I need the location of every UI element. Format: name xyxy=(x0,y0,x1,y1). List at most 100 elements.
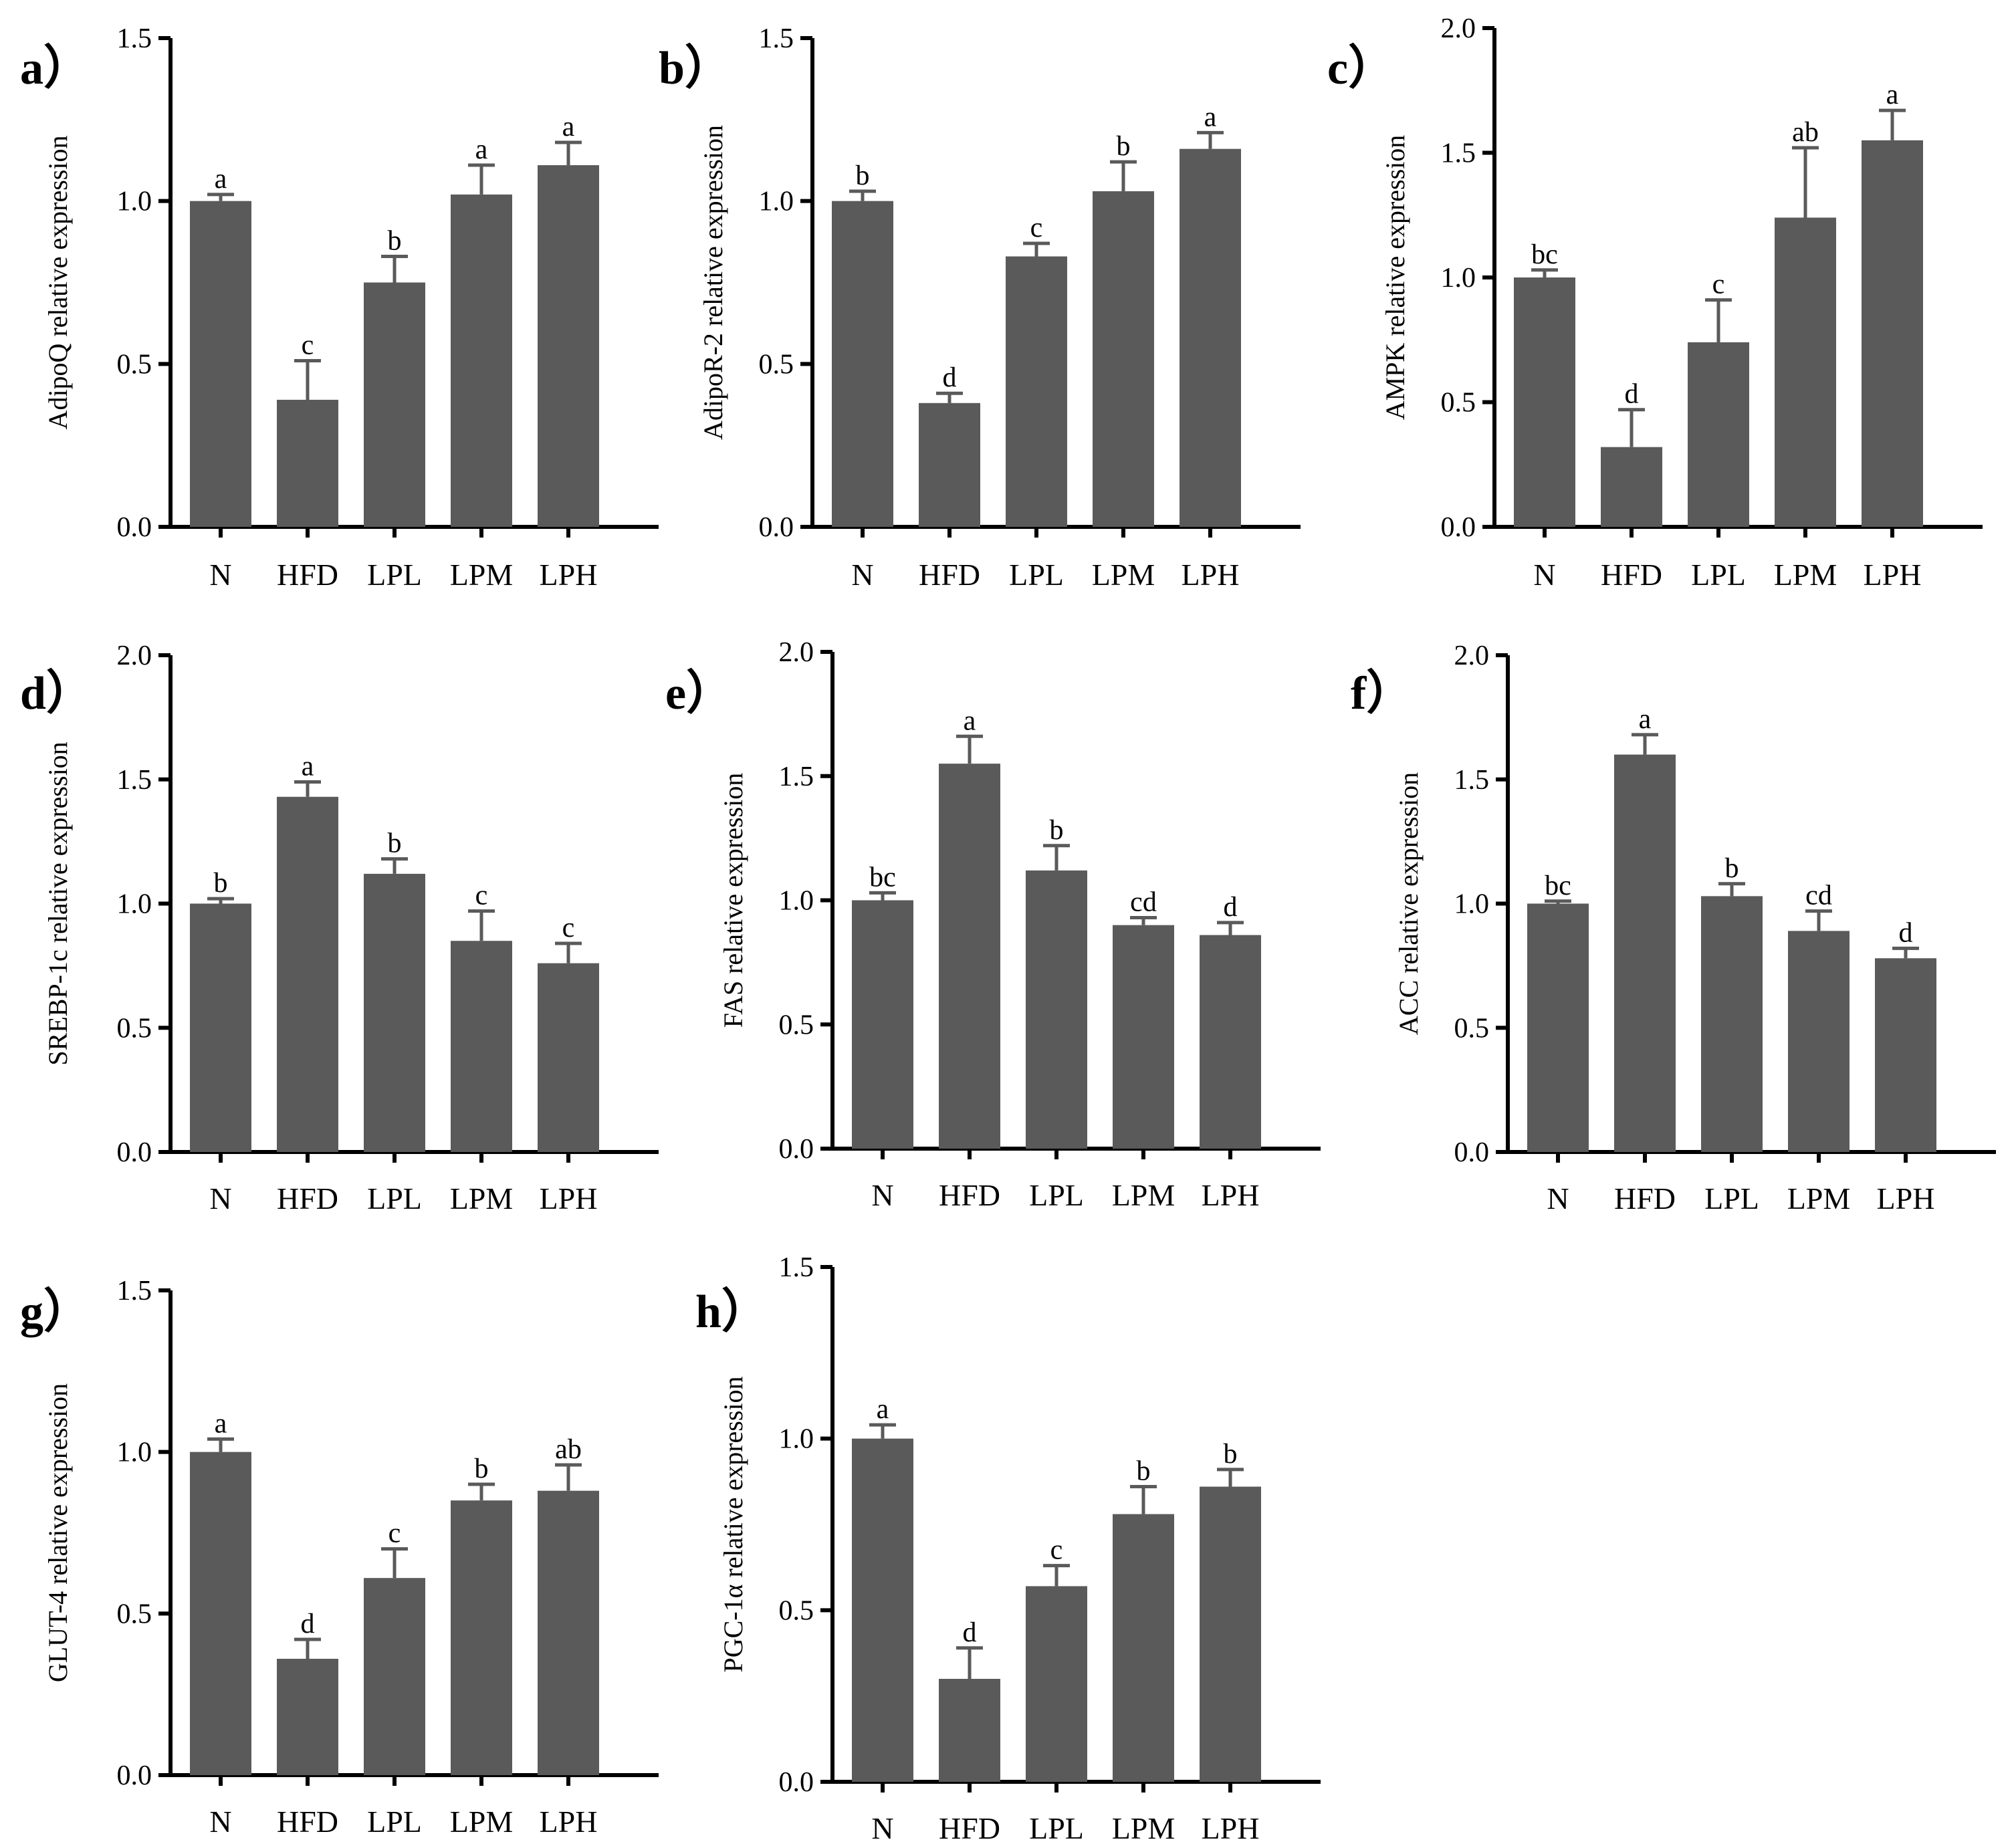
error-bar xyxy=(207,193,234,201)
x-tick-label: N xyxy=(871,1178,893,1212)
significance-letter: c xyxy=(1050,1535,1063,1566)
error-bar xyxy=(468,163,495,195)
bar-n xyxy=(1527,903,1589,1152)
error-bar xyxy=(294,780,321,797)
x-tick-label: HFD xyxy=(939,1811,1000,1845)
y-tick-label: 0.5 xyxy=(779,1010,814,1040)
significance-letter: a xyxy=(1886,80,1899,110)
y-axis-label: AdipoR-2 relative expression xyxy=(698,125,728,440)
bar-lpl xyxy=(1688,342,1749,527)
significance-letter: c xyxy=(1030,213,1043,243)
significance-letter: a xyxy=(215,164,227,195)
x-tick-label: LPL xyxy=(1691,558,1746,592)
error-bar xyxy=(381,1547,408,1579)
bar-lpm xyxy=(451,1500,512,1775)
x-tick-label: N xyxy=(871,1811,893,1845)
error-bar xyxy=(1805,909,1832,931)
bar-lpm xyxy=(1788,931,1850,1152)
significance-letter: b xyxy=(1050,815,1064,846)
error-bar xyxy=(555,140,582,166)
panel-label: c） xyxy=(1327,42,1395,94)
x-tick-label: LPM xyxy=(450,558,514,592)
bar-lpm xyxy=(1093,191,1154,527)
y-tick-label: 0.0 xyxy=(117,1137,152,1168)
significance-letter: a xyxy=(562,112,575,142)
y-axis-label: SREBP-1c relative expression xyxy=(43,741,73,1065)
significance-letter: a xyxy=(215,1408,227,1439)
bar-lpl xyxy=(1026,1586,1087,1782)
significance-letter: a xyxy=(964,705,976,736)
x-tick-label: LPH xyxy=(540,558,598,592)
significance-letter: a xyxy=(877,1394,889,1425)
x-tick-label: N xyxy=(851,558,873,592)
error-bar xyxy=(1879,108,1906,140)
x-tick-label: N xyxy=(209,1181,231,1216)
panel-label: f） xyxy=(1351,667,1413,719)
panel-label: g） xyxy=(20,1286,90,1338)
x-tick-label: LPM xyxy=(1092,558,1155,592)
x-tick-label: LPL xyxy=(1704,1181,1759,1216)
error-bar xyxy=(956,1646,983,1679)
error-bar xyxy=(869,891,896,901)
significance-letter: a xyxy=(1204,102,1217,132)
error-bar xyxy=(294,1637,321,1659)
bar-lph xyxy=(538,963,599,1152)
y-tick-label: 0.5 xyxy=(117,349,152,380)
x-tick-label: LPM xyxy=(450,1181,514,1216)
bar-hfd xyxy=(277,796,338,1152)
bar-lpl xyxy=(364,282,425,527)
bar-lph xyxy=(1180,148,1241,527)
bar-hfd xyxy=(939,764,1000,1149)
x-tick-label: LPL xyxy=(1009,558,1064,592)
x-tick-label: HFD xyxy=(277,558,338,592)
y-tick-label: 0.5 xyxy=(1454,1013,1490,1044)
y-tick-label: 0.0 xyxy=(759,512,794,543)
bar-lph xyxy=(1200,935,1261,1149)
y-tick-label: 2.0 xyxy=(779,637,814,668)
x-tick-label: LPL xyxy=(1029,1178,1084,1212)
error-bar xyxy=(1130,916,1157,925)
error-bar xyxy=(468,909,495,941)
x-tick-label: N xyxy=(209,1805,231,1839)
significance-letter: b xyxy=(1117,131,1131,162)
x-tick-label: LPL xyxy=(367,1805,422,1839)
y-tick-label: 0.5 xyxy=(779,1595,814,1626)
significance-letter: b xyxy=(1725,853,1739,884)
error-bar xyxy=(1217,1468,1244,1487)
y-tick-label: 2.0 xyxy=(1454,641,1490,671)
error-bar xyxy=(1197,130,1224,149)
y-tick-label: 1.0 xyxy=(117,889,152,920)
x-tick-label: LPL xyxy=(1029,1811,1084,1845)
significance-letter: bc xyxy=(1545,871,1571,901)
y-tick-label: 1.5 xyxy=(1454,765,1490,796)
error-bar xyxy=(381,255,408,283)
y-axis-label: PGC-1α relative expression xyxy=(718,1376,748,1672)
y-tick-label: 0.5 xyxy=(117,1599,152,1629)
significance-letter: d xyxy=(1625,379,1639,410)
y-tick-label: 1.5 xyxy=(117,765,152,796)
x-tick-label: LPH xyxy=(1864,558,1922,592)
y-axis-label: GLUT-4 relative expression xyxy=(43,1383,73,1682)
significance-letter: d xyxy=(301,1609,315,1639)
error-bar xyxy=(936,391,963,403)
significance-letter: ab xyxy=(1792,117,1819,148)
bar-hfd xyxy=(919,402,980,527)
x-tick-label: LPH xyxy=(540,1181,598,1216)
chart-panel-3: c） AMPK relative expression 0.0 0.5 1.0 1.5 2.… xyxy=(1327,13,1983,592)
x-tick-label: LPM xyxy=(1112,1178,1175,1212)
y-tick-label: 0.0 xyxy=(1454,1137,1490,1168)
bar-n xyxy=(190,1452,251,1775)
x-tick-label: HFD xyxy=(277,1805,338,1839)
y-tick-label: 1.0 xyxy=(1454,889,1490,920)
bar-lph xyxy=(1200,1486,1261,1782)
panel-label: b） xyxy=(659,42,732,94)
panel-label: d） xyxy=(20,667,93,719)
x-tick-label: HFD xyxy=(1601,558,1662,592)
bar-lph xyxy=(1862,140,1923,528)
error-bar xyxy=(207,897,234,904)
y-tick-label: 1.5 xyxy=(1441,138,1476,169)
significance-letter: c xyxy=(562,913,575,943)
error-bar xyxy=(555,1463,582,1491)
y-tick-label: 0.0 xyxy=(779,1767,814,1798)
y-axis-label: AMPK relative expression xyxy=(1380,135,1410,421)
